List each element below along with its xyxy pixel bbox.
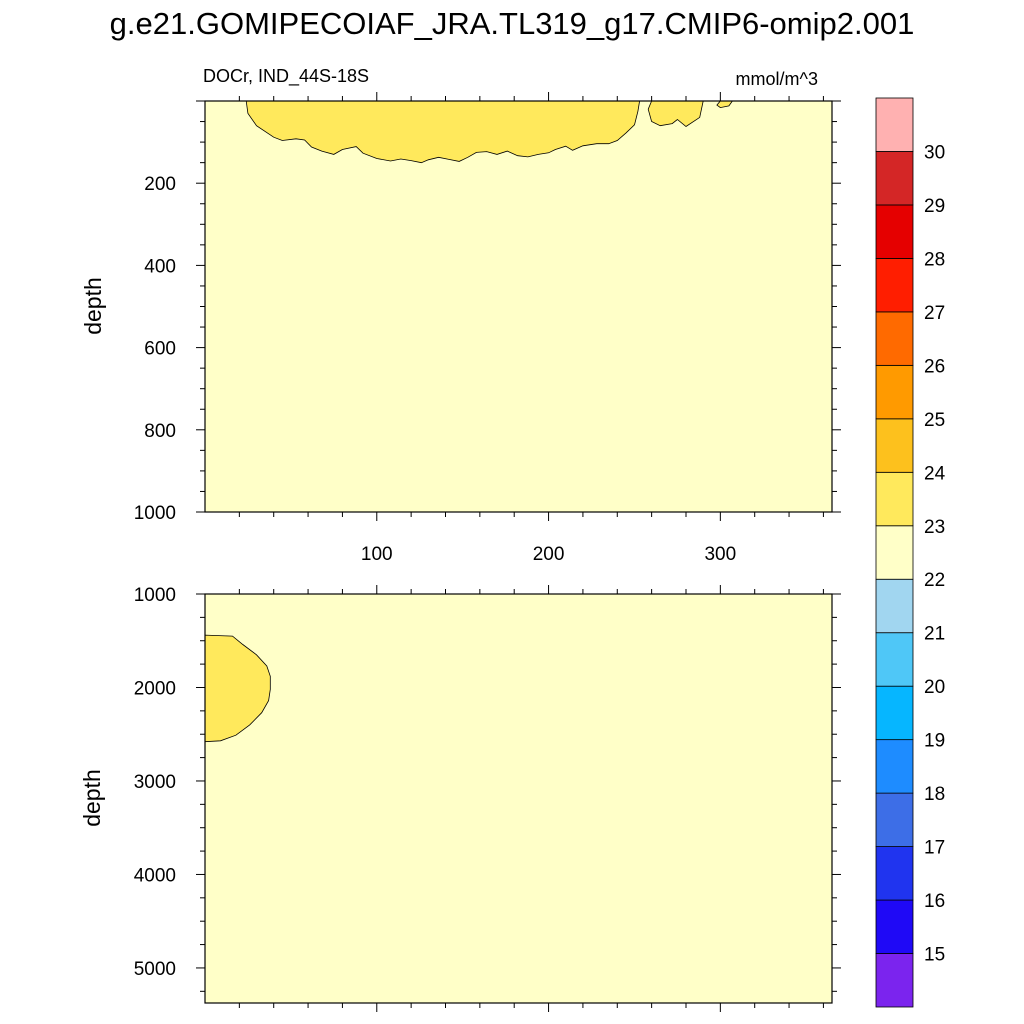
- colorbar-swatch: [875, 739, 914, 794]
- colorbar-label: 29: [924, 196, 945, 217]
- colorbar: 15 16 17 18 19 20 21 22 23 24 25 26 27 28 29 30: [875, 97, 946, 1008]
- y-tick-label: 1000: [134, 585, 176, 606]
- contour-region-upper-1: [245, 100, 641, 164]
- colorbar-swatch: [875, 792, 914, 847]
- y-tick-label: 600: [144, 339, 176, 360]
- colorbar-label: 30: [924, 142, 945, 163]
- colorbar-swatch: [875, 471, 914, 527]
- colorbar-label: 27: [924, 303, 945, 324]
- contour-fill-background: [205, 101, 832, 512]
- colorbar-label: 19: [924, 731, 945, 752]
- colorbar-swatch: [875, 525, 914, 580]
- colorbar-label: 15: [924, 945, 945, 966]
- subtitle-variable-region: DOCr, IND_44S-18S: [203, 66, 370, 86]
- colorbar-swatch: [875, 97, 914, 152]
- colorbar-label: 24: [924, 463, 946, 484]
- contour-fill-background: [205, 594, 832, 1003]
- colorbar-label: 16: [924, 891, 945, 912]
- panel-upper: 100 200 300 200 400 600 800 1000 depth: [80, 92, 841, 565]
- colorbar-label: 20: [924, 677, 945, 698]
- y-axis-label: depth: [80, 277, 106, 335]
- x-tick-label: 300: [704, 544, 736, 565]
- y-tick-label: 1000: [134, 503, 176, 524]
- contour-region-upper-2: [647, 100, 704, 127]
- y-tick-label: 2000: [134, 678, 176, 699]
- colorbar-label: 28: [924, 249, 945, 270]
- colorbar-swatch: [875, 311, 914, 366]
- colorbar-label: 22: [924, 570, 945, 591]
- colorbar-swatch: [875, 578, 914, 634]
- chart-title: g.e21.GOMIPECOIAF_JRA.TL319_g17.CMIP6-om…: [109, 6, 915, 41]
- colorbar-swatch: [875, 418, 914, 473]
- y-tick-label: 5000: [134, 959, 176, 980]
- colorbar-label: 17: [924, 838, 945, 859]
- y-tick-label: 4000: [134, 865, 176, 886]
- contour-region-lower-1: [204, 634, 271, 743]
- colorbar-swatch: [875, 258, 914, 313]
- y-axis-label: depth: [79, 769, 105, 827]
- x-tick-label: 100: [361, 544, 393, 565]
- x-tick-label: 200: [533, 544, 565, 565]
- colorbar-label: 23: [924, 517, 945, 538]
- colorbar-swatch: [875, 899, 914, 954]
- y-tick-label: 200: [144, 174, 176, 195]
- colorbar-swatch: [875, 632, 914, 687]
- panel-lower: 1000 2000 3000 4000 5000 depth: [79, 585, 841, 1012]
- colorbar-swatch: [875, 204, 914, 259]
- colorbar-swatch: [875, 364, 914, 420]
- y-tick-label: 3000: [134, 772, 176, 793]
- colorbar-label: 26: [924, 356, 945, 377]
- y-tick-label: 400: [144, 256, 176, 277]
- colorbar-label: 21: [924, 624, 945, 645]
- colorbar-swatch: [875, 953, 914, 1008]
- colorbar-swatch: [875, 685, 914, 741]
- colorbar-swatch: [875, 151, 914, 206]
- colorbar-label: 18: [924, 784, 945, 805]
- colorbar-swatch: [875, 846, 914, 901]
- plot-frame: [204, 593, 833, 1004]
- colorbar-label: 25: [924, 410, 945, 431]
- y-tick-label: 800: [144, 421, 176, 442]
- subtitle-units: mmol/m^3: [735, 69, 818, 89]
